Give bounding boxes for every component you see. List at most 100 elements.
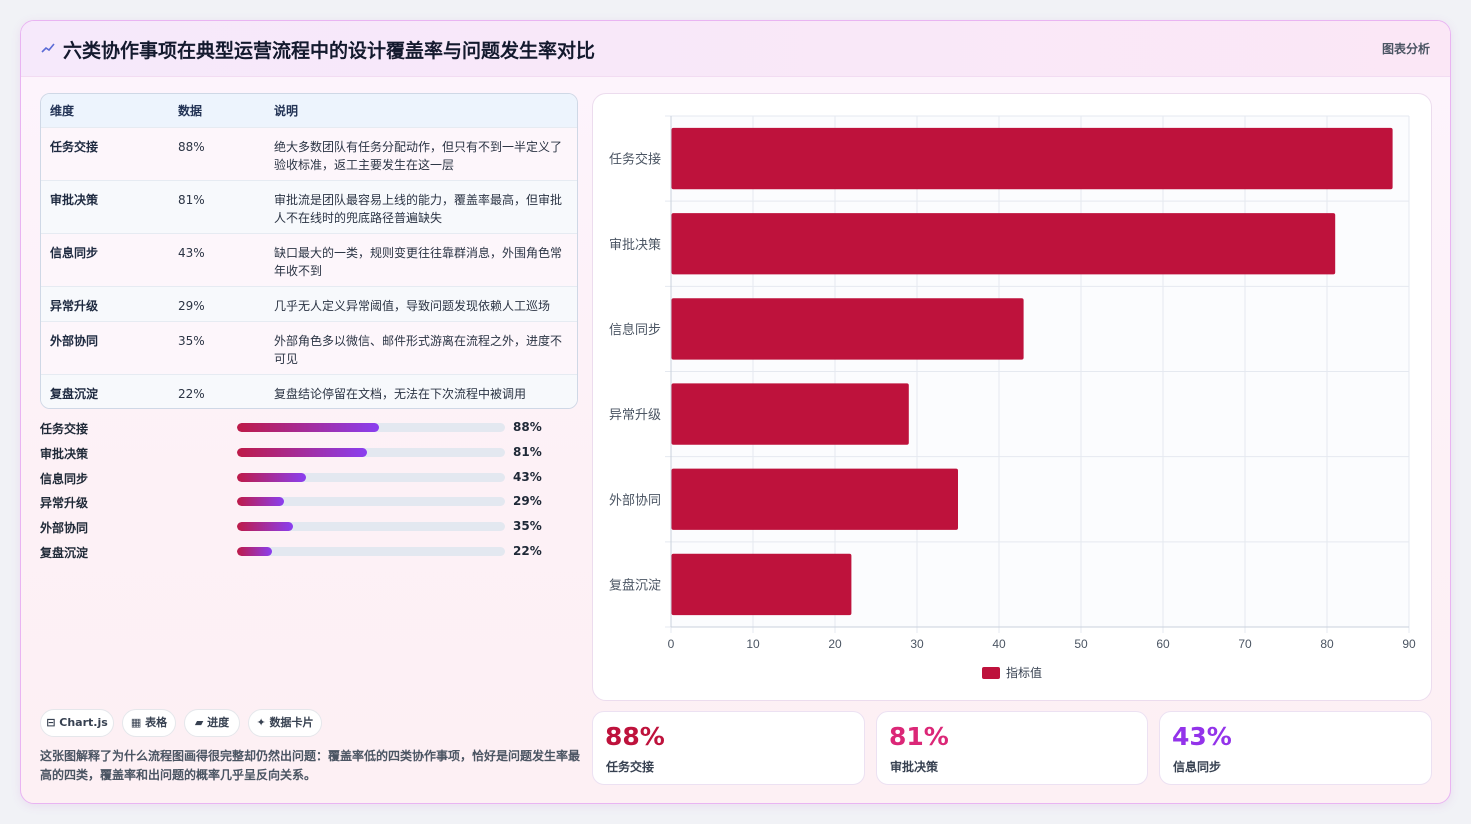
progress-row: 任务交接 88%	[40, 417, 560, 442]
y-tick-label: 审批决策	[609, 237, 661, 252]
x-tick-label: 0	[668, 637, 675, 651]
progress-fill	[237, 472, 307, 482]
x-tick-label: 60	[1156, 637, 1170, 651]
progress-label: 审批决策	[40, 446, 89, 461]
progress-track	[237, 423, 505, 432]
chip-data-card[interactable]: ✦ 数据卡片	[248, 709, 322, 737]
bar	[671, 468, 958, 530]
progress-row: 信息同步 43%	[40, 467, 560, 492]
column-header: 维度	[50, 103, 75, 118]
cell-value: 22%	[178, 386, 205, 401]
progress-value: 88%	[513, 420, 542, 434]
progress-fill	[237, 546, 273, 556]
y-tick-label: 异常升级	[609, 407, 661, 422]
bar	[671, 298, 1024, 360]
chip-chartjs[interactable]: ⊟ Chart.js	[40, 709, 114, 737]
bar-chart-panel: 0 10 20 30 40 50 60 70 80 90 任务交接审批决策信息同步异常升级外部协同复…	[592, 93, 1432, 701]
progress-list: 任务交接 88% 审批决策 81% 信息同步 43% 异常升级 29% 外部协同…	[40, 417, 560, 566]
progress-row: 异常升级 29%	[40, 491, 560, 516]
chart-line-icon	[41, 43, 55, 53]
x-tick-label: 70	[1238, 637, 1252, 651]
progress-fill	[237, 447, 368, 457]
cell-dimension: 信息同步	[50, 245, 99, 260]
progress-track	[237, 447, 505, 457]
progress-value: 81%	[513, 444, 542, 459]
y-tick-label: 外部协同	[609, 492, 661, 507]
progress-label: 复盘沉淀	[40, 545, 89, 560]
cell-dimension: 异常升级	[50, 298, 99, 313]
x-tick-label: 50	[1074, 637, 1088, 651]
cell-dimension: 复盘沉淀	[50, 386, 99, 401]
kpi-value: 43%	[1172, 722, 1232, 751]
table-row: 任务交接 88% 绝大多数团队有任务分配动作，但只有不到一半定义了验收标准，返工…	[41, 127, 577, 180]
x-tick-label: 90	[1402, 637, 1416, 651]
bar	[671, 383, 909, 445]
main-card: 六类协作事项在典型运营流程中的设计覆盖率与问题发生率对比 图表分析 维度 数据 …	[20, 20, 1451, 804]
table-row: 异常升级 29% 几乎无人定义异常阈值，导致问题发现依赖人工巡场	[41, 286, 577, 321]
table-row: 复盘沉淀 22% 复盘结论停留在文档，无法在下次流程中被调用	[41, 374, 577, 408]
chart-analysis-tag[interactable]: 图表分析	[1381, 42, 1430, 56]
bar	[671, 553, 852, 616]
cell-dimension: 审批决策	[50, 192, 99, 207]
cell-description: 外部角色多以微信、邮件形式游离在流程之外，进度不可见	[274, 333, 563, 366]
header: 六类协作事项在典型运营流程中的设计覆盖率与问题发生率对比 图表分析	[21, 21, 1450, 77]
column-header: 说明	[274, 103, 299, 118]
progress-fill	[237, 497, 284, 507]
legend-label: 指标值	[1006, 665, 1042, 680]
progress-row: 审批决策 81%	[40, 442, 560, 467]
cell-description: 绝大多数团队有任务分配动作，但只有不到一半定义了验收标准，返工主要发生在这一层	[274, 139, 563, 172]
cell-value: 43%	[178, 245, 205, 260]
x-tick-label: 20	[828, 637, 842, 651]
x-tick-label: 80	[1320, 637, 1334, 651]
chip-progress[interactable]: ▰ 进度	[184, 709, 240, 737]
y-tick-label: 复盘沉淀	[609, 577, 661, 592]
cell-description: 几乎无人定义异常阈值，导致问题发现依赖人工巡场	[274, 298, 551, 313]
cell-value: 29%	[178, 298, 205, 313]
cell-value: 88%	[178, 139, 205, 154]
legend-swatch	[982, 667, 1000, 679]
progress-value: 29%	[513, 494, 542, 509]
column-header: 数据	[178, 103, 203, 118]
progress-row: 复盘沉淀 22%	[40, 541, 560, 566]
progress-track	[237, 546, 505, 556]
table-header-row: 维度 数据 说明	[41, 94, 577, 127]
progress-label: 信息同步	[40, 471, 89, 486]
kpi-label: 信息同步	[1173, 760, 1222, 774]
kpi-label: 任务交接	[606, 760, 655, 774]
kpi-value: 81%	[889, 722, 949, 751]
table-row: 外部协同 35% 外部角色多以微信、邮件形式游离在流程之外，进度不可见	[41, 321, 577, 374]
progress-row: 外部协同 35%	[40, 516, 560, 541]
kpi-label: 审批决策	[890, 760, 939, 774]
cell-value: 35%	[178, 333, 205, 348]
progress-fill	[237, 522, 294, 532]
cell-dimension: 任务交接	[50, 139, 99, 154]
progress-label: 外部协同	[40, 521, 89, 536]
progress-value: 22%	[513, 543, 542, 558]
bar	[671, 127, 1393, 190]
cell-dimension: 外部协同	[50, 333, 99, 348]
kpi-value: 88%	[605, 722, 665, 751]
cell-description: 审批流是团队最容易上线的能力，覆盖率最高，但审批人不在线时的兜底路径普遍缺失	[274, 192, 563, 225]
cell-description: 复盘结论停留在文档，无法在下次流程中被调用	[274, 386, 527, 401]
bar-chart: 0 10 20 30 40 50 60 70 80 90 任务交接审批决策信息同步异常升级外部协同复…	[609, 115, 1416, 680]
x-tick-label: 30	[910, 637, 924, 651]
progress-track	[237, 472, 505, 482]
x-tick-label: 40	[992, 637, 1006, 651]
summary-note: 这张图解释了为什么流程图画得很完整却仍然出问题：覆盖率低的四类协作事项，恰好是问…	[40, 749, 581, 782]
progress-track	[237, 497, 505, 507]
y-tick-label: 信息同步	[609, 322, 661, 337]
cell-value: 81%	[178, 192, 205, 207]
progress-label: 任务交接	[40, 422, 89, 436]
progress-value: 35%	[513, 519, 542, 534]
chip-table[interactable]: ▦ 表格	[122, 709, 176, 737]
progress-label: 异常升级	[40, 496, 89, 511]
x-tick-label: 10	[746, 637, 760, 651]
table-row: 审批决策 81% 审批流是团队最容易上线的能力，覆盖率最高，但审批人不在线时的兜…	[41, 180, 577, 233]
table-row: 信息同步 43% 缺口最大的一类，规则变更往往靠群消息，外围角色常年收不到	[41, 233, 577, 286]
progress-value: 43%	[513, 469, 542, 484]
data-table: 维度 数据 说明 任务交接 88% 绝大多数团队有任务分配动作，但只有不到一半定…	[40, 93, 578, 409]
bar	[671, 213, 1336, 275]
y-tick-label: 任务交接	[609, 152, 661, 167]
page-title: 六类协作事项在典型运营流程中的设计覆盖率与问题发生率对比	[63, 40, 596, 62]
cell-description: 缺口最大的一类，规则变更往往靠群消息，外围角色常年收不到	[274, 245, 563, 278]
